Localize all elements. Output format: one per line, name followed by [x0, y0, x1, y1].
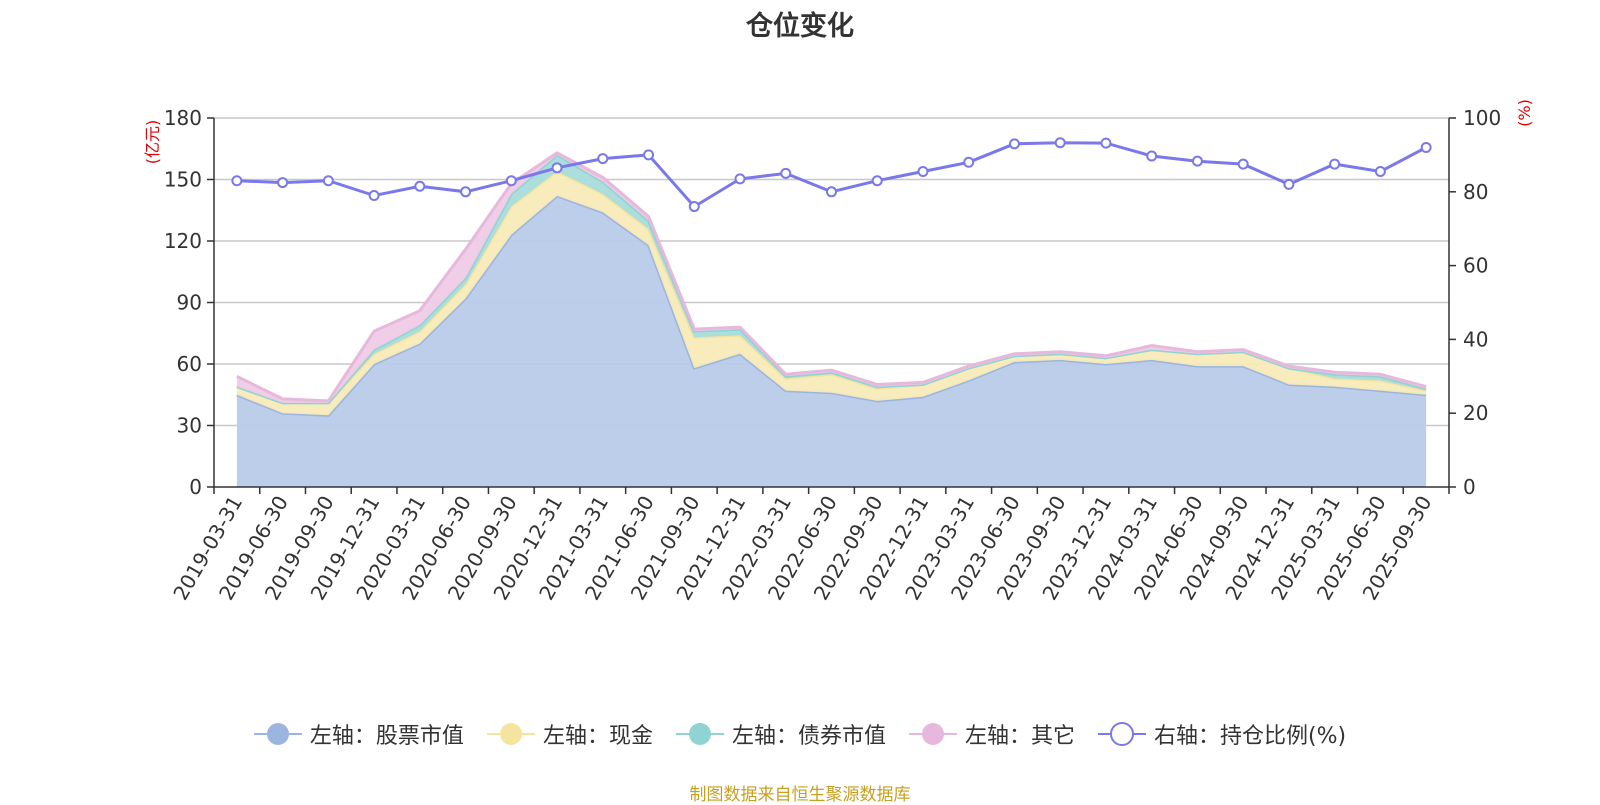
ratio-point	[871, 175, 883, 187]
ratio-point	[322, 175, 334, 187]
ratio-point	[1420, 142, 1432, 154]
left-axis-tick-label: 60	[177, 352, 202, 376]
legend-other-label: 左轴：其它	[964, 724, 1075, 749]
legend-cash-label: 左轴：现金	[542, 724, 653, 749]
ratio-point	[1008, 138, 1020, 150]
ratio-point	[368, 189, 380, 201]
ratio-point	[1329, 158, 1341, 170]
right-axis-unit: (%)	[1515, 99, 1534, 127]
legend-item-bond[interactable]: 左轴：债券市值	[675, 718, 886, 750]
legend-ratio-label: 右轴：持仓比例(%)	[1153, 724, 1347, 749]
chart-title: 仓位变化	[746, 11, 854, 42]
legend-item-other[interactable]: 左轴：其它	[908, 718, 1075, 750]
left-axis-tick-label: 180	[164, 106, 202, 130]
right-axis-tick-label: 40	[1463, 327, 1488, 351]
right-axis-tick-label: 60	[1463, 254, 1488, 278]
right-axis-tick-label: 0	[1463, 475, 1476, 499]
legend-other-icon	[908, 723, 957, 745]
ratio-point	[1237, 158, 1249, 170]
legend-stock-label: 左轴：股票市值	[309, 724, 464, 749]
ratio-point	[780, 167, 792, 179]
legend-item-ratio[interactable]: 右轴：持仓比例(%)	[1097, 718, 1347, 750]
ratio-point	[505, 175, 517, 187]
legend-bond-icon	[675, 723, 724, 745]
left-axis-tick-label: 120	[164, 229, 202, 253]
ratio-point	[414, 180, 426, 192]
ratio-point	[826, 186, 837, 198]
ratio-point	[1146, 150, 1158, 162]
left-axis-tick-label: 30	[177, 414, 202, 438]
ratio-point	[1100, 137, 1112, 149]
ratio-point	[231, 175, 243, 187]
ratio-point	[734, 173, 746, 185]
left-axis-tick-label: 90	[177, 291, 202, 315]
left-axis-unit: (亿元)	[143, 120, 162, 165]
right-axis-tick-label: 100	[1463, 106, 1501, 130]
legend-item-cash[interactable]: 左轴：现金	[486, 718, 653, 750]
ratio-point	[551, 162, 563, 174]
left-axis-tick-label: 0	[189, 475, 202, 499]
ratio-point	[917, 166, 929, 178]
legend-stock-icon	[253, 723, 302, 745]
left-axis-tick-label: 150	[164, 168, 202, 192]
ratio-point	[460, 186, 472, 198]
right-axis-tick-label: 20	[1463, 401, 1488, 425]
right-axis-tick-label: 80	[1463, 180, 1488, 204]
chart-legend: 左轴：股票市值 左轴：现金 左轴：债券市值 左轴：其它 右轴：持仓比例(%)	[0, 718, 1600, 753]
ratio-point	[1054, 137, 1066, 149]
ratio-point	[643, 149, 655, 161]
legend-cash-icon	[486, 723, 535, 745]
ratio-point	[688, 201, 700, 213]
legend-bond-label: 左轴：债券市值	[731, 724, 886, 749]
ratio-point	[963, 156, 975, 168]
area-0-fill	[236, 195, 1427, 487]
ratio-point	[1374, 166, 1386, 178]
ratio-point	[277, 177, 289, 189]
area-3-edge	[236, 151, 1427, 403]
legend-item-stock[interactable]: 左轴：股票市值	[253, 718, 464, 750]
ratio-point	[597, 153, 609, 165]
data-source-note: 制图数据来自恒生聚源数据库	[689, 785, 911, 805]
ratio-point	[1283, 178, 1295, 190]
legend-ratio-icon	[1097, 722, 1146, 746]
ratio-point	[1191, 155, 1203, 167]
